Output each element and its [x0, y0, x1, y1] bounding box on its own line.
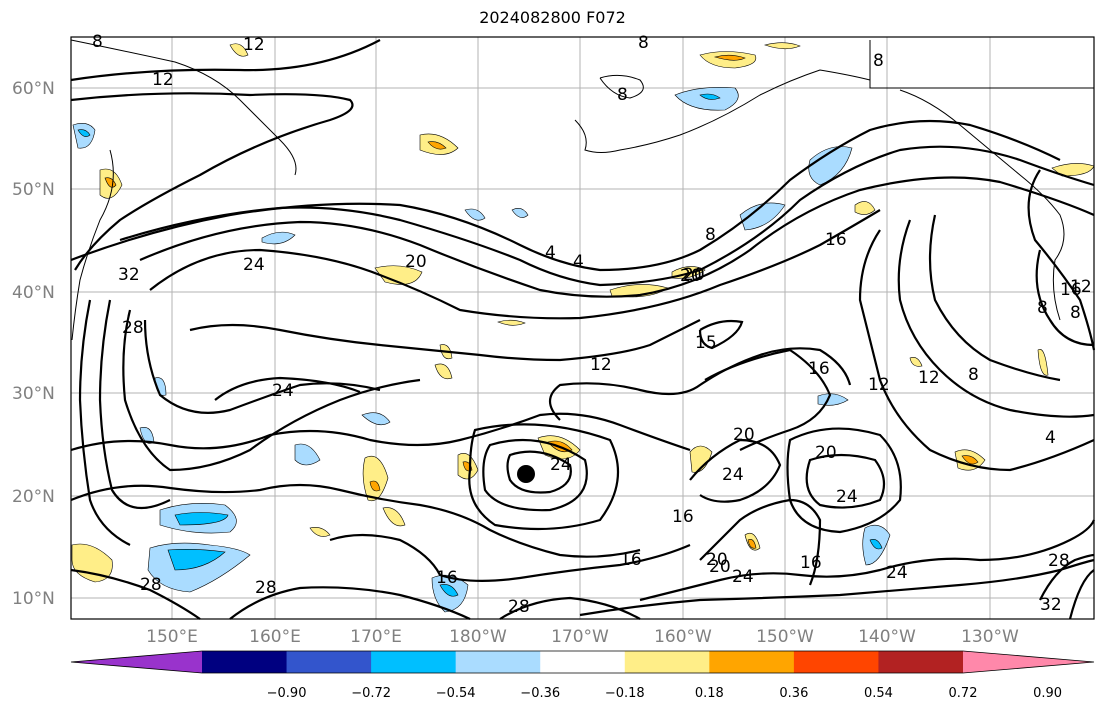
- coastlines: [70, 39, 1094, 341]
- contour-label: 24: [272, 381, 294, 401]
- lon-label: 160°E: [249, 627, 301, 647]
- contour-label: 16: [436, 568, 458, 588]
- lon-label: 150°E: [146, 627, 198, 647]
- lon-label: 170°W: [551, 627, 609, 647]
- contour-label: 32: [1040, 595, 1062, 615]
- colorbar-swatch: [540, 651, 626, 673]
- contour-label: 8: [92, 32, 103, 52]
- contour-label: 12: [243, 35, 265, 55]
- longitude-labels: 150°E 160°E 170°E 180°W 170°W 160°W 150°…: [146, 627, 1019, 647]
- colorbar-tick-label: 0.36: [779, 686, 808, 701]
- contour-label: 28: [1048, 551, 1070, 571]
- colorbar-swatch: [624, 651, 710, 673]
- colorbar-swatch: [793, 651, 879, 673]
- contour-label: 8: [968, 365, 979, 385]
- contour-label: 32: [118, 265, 140, 285]
- lon-label: 130°W: [961, 627, 1019, 647]
- contour-label: 8: [873, 51, 884, 71]
- contour-label: 4: [545, 243, 556, 263]
- contour-label: 20: [680, 266, 702, 286]
- lat-label: 10°N: [12, 589, 55, 609]
- contour-label: 28: [122, 318, 144, 338]
- contour-label: 16: [672, 507, 694, 527]
- lon-label: 160°W: [654, 627, 712, 647]
- colorbar: −0.90 −0.72 −0.54 −0.36 −0.18 0.18 0.36 0.54 0.7…: [70, 650, 1095, 701]
- contour-label: 20: [683, 265, 705, 285]
- contour-label: 20: [815, 443, 837, 463]
- lat-label: 30°N: [12, 384, 55, 404]
- map-area: [71, 37, 1094, 619]
- colorbar-swatch: [709, 651, 795, 673]
- contour-label: 28: [255, 578, 277, 598]
- contour-label: 8: [638, 33, 649, 53]
- contour-label: 8: [617, 85, 628, 105]
- colorbar-extend-low: [71, 651, 202, 673]
- colorbar-tick-label: −0.36: [520, 686, 560, 701]
- colorbar-extend-high: [963, 651, 1094, 673]
- contour-label: 8: [1070, 303, 1081, 323]
- contour-label: 12: [1070, 277, 1092, 297]
- contour-label: 4: [573, 252, 584, 272]
- lon-label: 150°W: [756, 627, 814, 647]
- contour-label: 16: [1060, 280, 1082, 300]
- contour-label: 4: [1045, 428, 1056, 448]
- contour-label: 16: [800, 553, 822, 573]
- colorbar-tick-label: −0.72: [351, 686, 391, 701]
- contour-label: 15: [695, 333, 717, 353]
- latitude-labels: 60°N 50°N 40°N 30°N 20°N 10°N: [12, 79, 55, 609]
- contour-label: 28: [508, 597, 530, 617]
- contour-label: 20: [733, 425, 755, 445]
- lat-label: 20°N: [12, 487, 55, 507]
- colorbar-tick-label: 0.54: [864, 686, 893, 701]
- contour-label: 24: [243, 255, 265, 275]
- colorbar-tick-label: −0.90: [267, 686, 307, 701]
- contour-label: 20: [706, 550, 728, 570]
- contour-lines: [70, 39, 1096, 620]
- colorbar-tick-label: 0.18: [695, 686, 724, 701]
- contour-label: 20: [709, 557, 731, 577]
- contour-label: 12: [590, 355, 612, 375]
- colorbar-swatch: [878, 651, 964, 673]
- colorbar-swatch: [202, 651, 288, 673]
- shaded-field: [71, 42, 1095, 613]
- contour-label: 8: [1037, 298, 1048, 318]
- colorbar-tick-label: 0.90: [1033, 686, 1062, 701]
- contour-label: 16: [808, 359, 830, 379]
- storm-center-marker: [517, 465, 535, 483]
- contour-label: 24: [886, 563, 908, 583]
- contour-label: 24: [732, 567, 754, 587]
- colorbar-swatch: [371, 651, 457, 673]
- contour-label: 12: [152, 70, 174, 90]
- colorbar-tick-label: −0.54: [436, 686, 476, 701]
- contour-label: 24: [550, 455, 572, 475]
- lon-label: 140°W: [858, 627, 916, 647]
- contour-label: 24: [836, 487, 858, 507]
- lon-label: 180°W: [449, 627, 507, 647]
- colorbar-tick-label: 0.72: [949, 686, 978, 701]
- contour-label: 16: [620, 550, 642, 570]
- colorbar-swatch: [286, 651, 372, 673]
- contour-label: 12: [918, 368, 940, 388]
- chart-title: 2024082800 F072: [479, 8, 626, 27]
- contour-label-group: 8 12 8 8 8 12 16 20 24 32 28 20 4 4 8 20…: [92, 32, 1092, 617]
- contour-label: 12: [868, 375, 890, 395]
- contour-label: 20: [405, 252, 427, 272]
- contour-label: 8: [705, 225, 716, 245]
- colorbar-swatch: [455, 651, 541, 673]
- colorbar-outline: [70, 650, 1095, 674]
- lat-label: 50°N: [12, 180, 55, 200]
- lat-label: 60°N: [12, 79, 55, 99]
- contour-label: 16: [825, 230, 847, 250]
- contour-label: 28: [140, 575, 162, 595]
- colorbar-tick-label: −0.18: [605, 686, 645, 701]
- map-frame: [70, 36, 1095, 620]
- lat-label: 40°N: [12, 283, 55, 303]
- lon-label: 170°E: [350, 627, 402, 647]
- contour-label: 24: [722, 465, 744, 485]
